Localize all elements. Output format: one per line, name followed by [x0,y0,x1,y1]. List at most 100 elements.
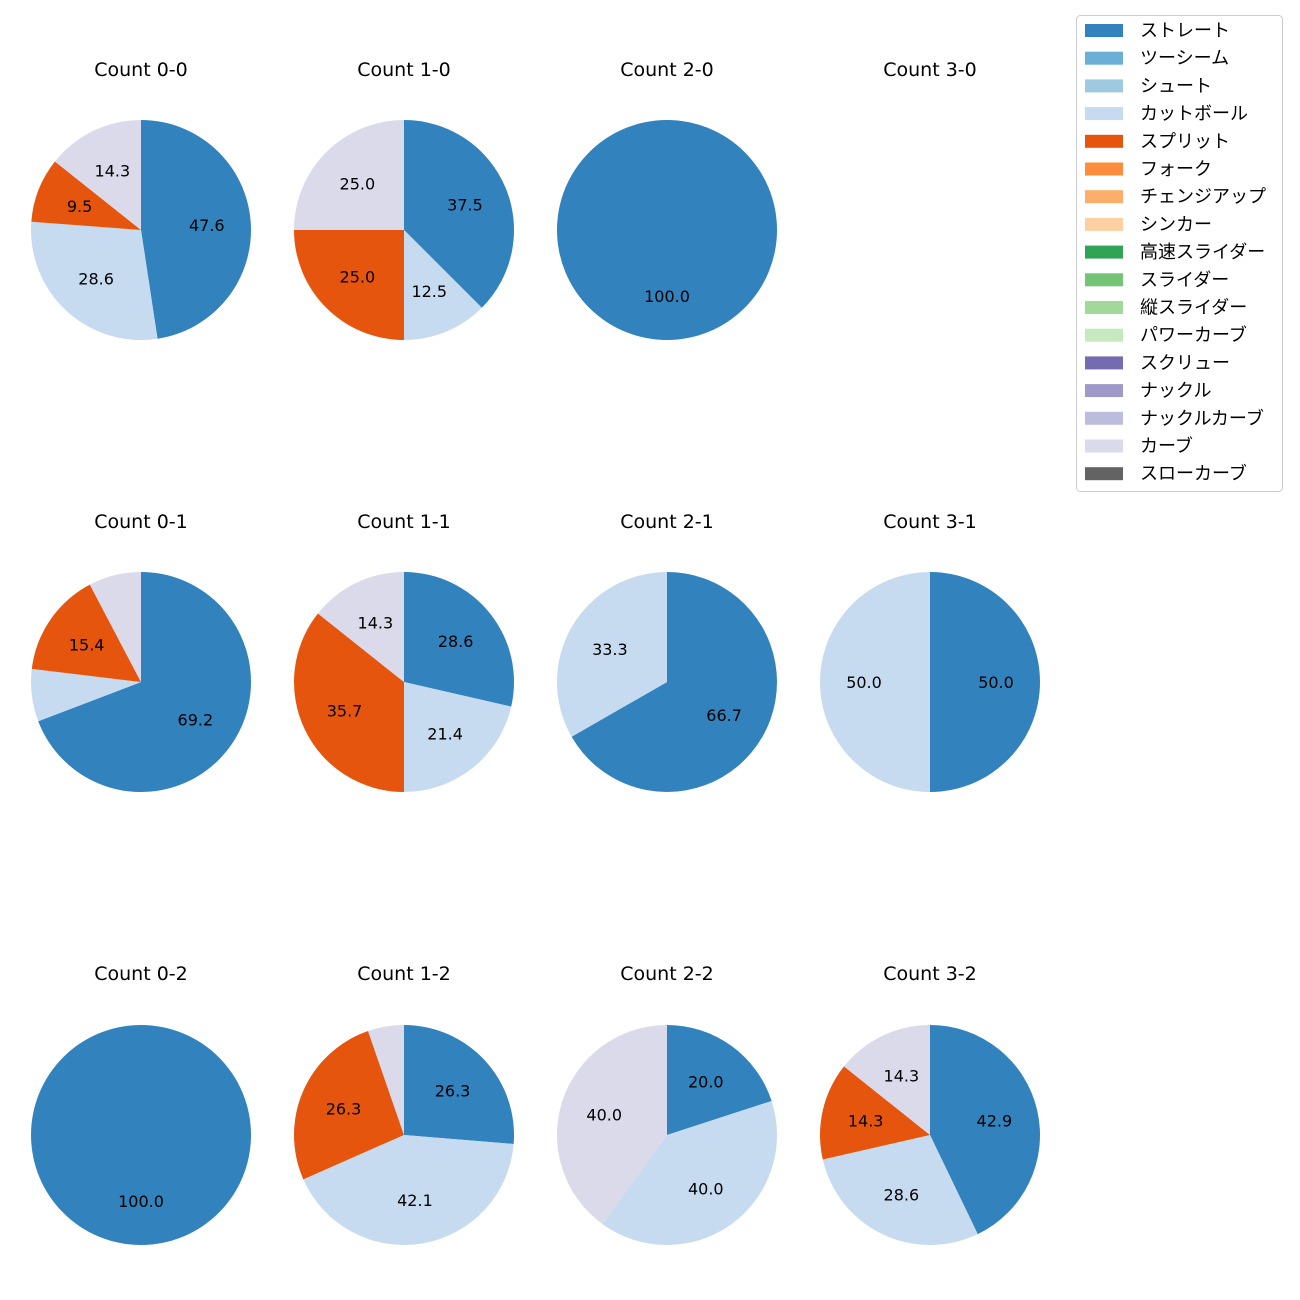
pie-slice [293,1031,404,1180]
pie-slice [820,572,930,792]
pie-title: Count 1-2 [357,963,451,985]
pie-slice [294,230,404,340]
pie-11: Count 2-2 20.0 40.0 40.0 [557,963,777,1245]
pie-slice [404,1025,514,1144]
slice-label: 14.3 [358,614,394,633]
legend-entry: カーブ [1085,435,1193,457]
legend-entry: スライダー [1085,270,1229,291]
slice-label: 26.3 [326,1100,362,1119]
legend-entry: ナックルカーブ [1085,407,1264,429]
pie-title: Count 0-1 [94,511,188,533]
pie-9: Count 0-2 100.0 [31,963,251,1245]
legend-label: ナックルカーブ [1140,407,1264,429]
pie-slice [822,1135,978,1245]
slice-label: 100.0 [118,1192,164,1211]
pie-title: Count 3-2 [883,963,977,985]
legend-entry: パワーカーブ [1085,324,1247,346]
pie-3: Count 2-0 100.0 [557,59,777,340]
legend-entries: ストレートツーシームシュートカットボールスプリットフォークチェンジアップシンカー… [1085,21,1266,485]
legend-label: ナックル [1140,381,1211,402]
pie-slice [556,572,667,737]
legend-swatch [1085,79,1123,93]
legend-swatch [1085,134,1123,148]
slice-label: 33.3 [592,640,628,659]
slice-label: 25.0 [340,268,376,287]
legend: ストレートツーシームシュートカットボールスプリットフォークチェンジアップシンカー… [1076,15,1283,492]
legend-swatch [1085,51,1123,65]
legend-label: スクリュー [1140,353,1230,374]
pie-slice [141,120,251,339]
legend-swatch [1085,273,1123,287]
pie-title: Count 0-0 [94,59,188,81]
slice-label: 20.0 [688,1073,724,1092]
slice-label: 40.0 [586,1106,622,1125]
slice-label: 14.3 [848,1111,884,1130]
legend-entry: チェンジアップ [1085,187,1266,208]
pie-slice [404,230,482,340]
pie-slice [317,572,404,682]
pie-slice [368,1025,404,1135]
slice-label: 100.0 [644,287,690,306]
legend-entry: ツーシーム [1085,48,1229,69]
pie-slice [602,1101,777,1245]
legend-swatch [1085,467,1123,481]
pie-8: Count 3-1 50.0 50.0 [820,511,1040,792]
pie-slice [404,682,512,792]
pie-slice [294,613,404,792]
pie-slice [557,1025,667,1224]
pie-12: Count 3-2 42.9 28.6 14.3 14.3 [819,963,1040,1245]
legend-label: シンカー [1140,214,1212,235]
slice-label: 28.6 [78,269,114,288]
slice-label: 14.3 [95,162,131,181]
legend-swatch [1085,328,1123,342]
slice-label: 66.7 [706,706,742,725]
legend-entry: スローカーブ [1085,463,1247,485]
slice-label: 47.6 [189,216,225,235]
legend-swatch [1085,384,1123,398]
slice-label: 15.4 [69,636,105,655]
slice-label: 14.3 [884,1067,920,1086]
pie-7: Count 2-1 66.7 33.3 [556,511,777,792]
legend-swatch [1085,301,1123,314]
slice-label: 42.9 [977,1111,1013,1130]
legend-label: スプリット [1140,131,1230,152]
legend-label: 高速スライダー [1140,242,1265,263]
pie-title: Count 3-0 [883,59,977,81]
pie-slice [31,1025,251,1245]
pie-title: Count 0-2 [94,963,188,985]
slice-label: 50.0 [978,673,1014,692]
pie-title: Count 1-1 [357,511,451,533]
slice-label: 69.2 [178,710,214,729]
pie-10: Count 1-2 26.3 42.1 26.3 [293,963,514,1246]
legend-entry: スプリット [1085,131,1230,152]
slice-label: 25.0 [340,174,376,193]
legend-swatch [1085,162,1123,176]
pie-slice [930,572,1040,792]
pie-title: Count 2-1 [620,511,714,533]
pie-slice [31,161,141,230]
pie-slice [667,1025,772,1135]
pie-title: Count 3-1 [883,511,977,533]
legend-label: シュート [1140,76,1212,97]
legend-label: ツーシーム [1140,48,1229,69]
slice-label: 40.0 [688,1179,724,1198]
legend-entry: ナックル [1085,381,1211,402]
pie-slice [30,668,141,722]
slice-label: 9.5 [67,197,92,216]
pie-2: Count 1-0 37.5 12.5 25.0 25.0 [294,59,514,340]
legend-swatch [1085,217,1123,231]
pie-slice [294,120,404,230]
pie-slice [38,572,251,792]
legend-entry: シュート [1085,76,1212,97]
slice-label: 42.1 [397,1191,433,1210]
legend-frame [1076,15,1283,492]
pie-slice [54,119,141,230]
pie-slice [303,1135,514,1246]
slice-label: 26.3 [435,1081,471,1100]
legend-label: パワーカーブ [1140,324,1247,346]
pie-slice [404,572,514,707]
slice-label: 35.7 [327,702,363,721]
legend-entry: スクリュー [1085,353,1230,374]
pie-4: Count 3-0 [883,59,977,81]
